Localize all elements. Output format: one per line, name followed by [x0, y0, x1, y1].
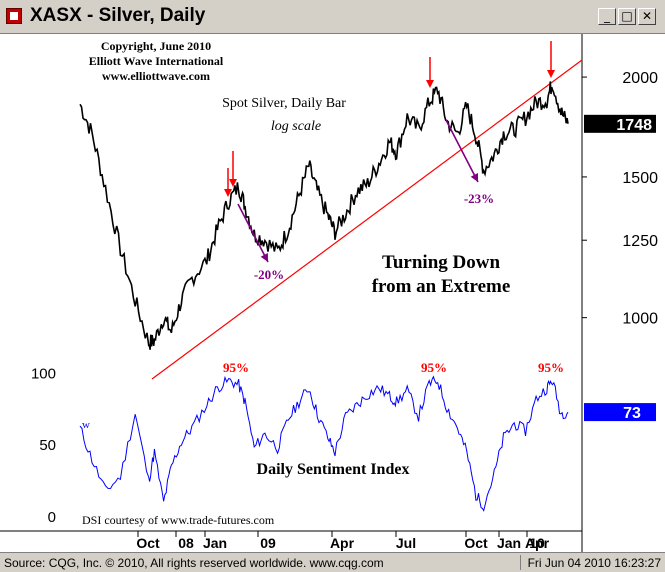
minimize-button[interactable]: _ — [598, 8, 616, 25]
last-price-label: 1748 — [616, 117, 652, 134]
price-tick-label: 1000 — [622, 311, 658, 328]
time-tick-label: Apr — [525, 535, 550, 551]
peak-arrow-2-head — [426, 80, 434, 88]
price-chart-subtitle: log scale — [271, 119, 321, 134]
last-price-tag — [584, 114, 656, 133]
time-tick-label: 10 — [529, 535, 545, 551]
headline-line: from an Extreme — [372, 276, 511, 297]
chart-area: 1000 1250 1500 2000 0 50 100 Oct 08 Jan 09 Apr Jul Oc… — [0, 34, 665, 552]
decline-arrow-2-shaft — [445, 119, 479, 183]
dsi-tick-label: 50 — [39, 437, 56, 454]
price-tick-label: 1500 — [622, 170, 658, 187]
peak-arrow-3-head — [547, 70, 555, 78]
close-icon: ✕ — [641, 9, 653, 23]
maximize-icon: □ — [621, 9, 633, 23]
last-dsi-label: 73 — [623, 405, 641, 422]
extreme-label-1: 95% — [223, 360, 249, 375]
minimize-icon: _ — [604, 9, 610, 23]
headline-line: Turning Down — [382, 252, 501, 273]
window-title: XASX - Silver, Daily — [30, 5, 206, 26]
copyright-line: Copyright, June 2010 — [101, 39, 211, 53]
price-series-line — [79, 81, 569, 350]
time-tick-label: 08 — [178, 535, 194, 551]
status-separator — [520, 555, 521, 570]
decline-arrow-2-head — [470, 173, 478, 182]
last-dsi-tag — [584, 403, 656, 422]
price-tick-label: 1250 — [622, 233, 658, 250]
price-tick-label: 2000 — [622, 70, 658, 87]
time-tick-label: Jul — [396, 535, 416, 551]
decline-label-2: -23% — [464, 191, 494, 206]
decline-arrow-1-shaft — [237, 203, 269, 263]
time-tick-label: Oct — [136, 535, 160, 551]
copyright-line: Elliott Wave International — [89, 54, 224, 68]
status-source: Source: CQG, Inc. © 2010, All rights res… — [4, 556, 384, 570]
trendline — [151, 59, 583, 380]
status-bar: Source: CQG, Inc. © 2010, All rights res… — [0, 552, 665, 572]
close-button[interactable]: ✕ — [638, 8, 656, 25]
time-tick-label: Jan — [497, 535, 521, 551]
dsi-tick-label: 0 — [48, 509, 56, 526]
extreme-label-2: 95% — [421, 360, 447, 375]
peak-arrow-1b-head — [224, 189, 232, 197]
silver-chart: 1000 1250 1500 2000 0 50 100 Oct 08 Jan 09 Apr Jul Oc… — [0, 34, 658, 552]
price-chart-title: Spot Silver, Daily Bar — [222, 96, 346, 111]
dsi-series-line — [79, 375, 569, 512]
decline-label-1: -20% — [254, 267, 284, 282]
app-icon — [6, 8, 22, 24]
time-tick-label: Apr — [330, 535, 355, 551]
copyright-line: www.elliottwave.com — [102, 69, 210, 83]
dsi-tick-label: 100 — [31, 365, 56, 382]
status-timestamp: Fri Jun 04 2010 16:23:27 — [527, 556, 661, 570]
time-tick-label: Oct — [464, 535, 488, 551]
maximize-button[interactable]: □ — [618, 8, 636, 25]
time-tick-label: Jan — [203, 535, 227, 551]
dsi-chart-title: Daily Sentiment Index — [257, 461, 410, 478]
time-tick-label: 09 — [260, 535, 276, 551]
peak-arrow-1-head — [229, 179, 237, 187]
extreme-label-3: 95% — [538, 360, 564, 375]
dsi-credit: DSI courtesy of www.trade-futures.com — [82, 513, 275, 527]
decline-arrow-1-head — [260, 253, 268, 262]
title-bar: XASX - Silver, Daily _ □ ✕ — [0, 0, 665, 34]
dsi-w-marker: w — [82, 419, 90, 431]
